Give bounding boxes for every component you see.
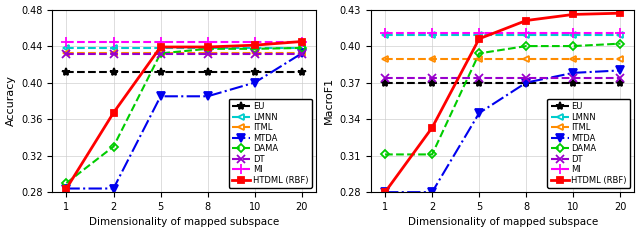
X-axis label: Dimensionality of mapped subspace: Dimensionality of mapped subspace [89, 217, 279, 227]
Legend: EU, LMNN, ITML, MTDA, DAMA, DT, MI, HTDML (RBF): EU, LMNN, ITML, MTDA, DAMA, DT, MI, HTDM… [228, 99, 312, 188]
Y-axis label: Accuracy: Accuracy [6, 75, 15, 126]
Legend: EU, LMNN, ITML, MTDA, DAMA, DT, MI, HTDML (RBF): EU, LMNN, ITML, MTDA, DAMA, DT, MI, HTDM… [547, 99, 630, 188]
Y-axis label: MacroF1: MacroF1 [324, 77, 334, 124]
X-axis label: Dimensionality of mapped subspace: Dimensionality of mapped subspace [408, 217, 598, 227]
